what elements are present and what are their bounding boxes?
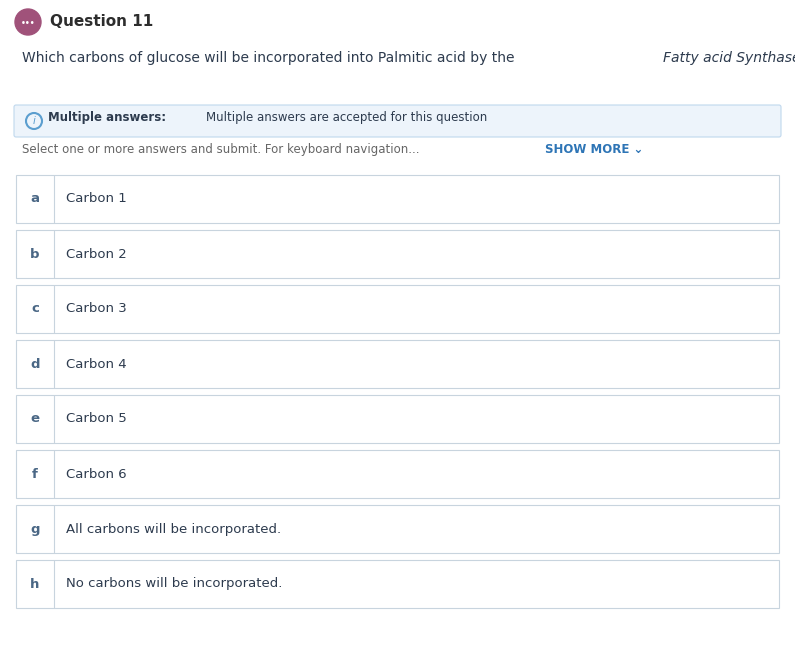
- Text: Question 11: Question 11: [50, 14, 153, 30]
- Text: Carbon 2: Carbon 2: [66, 247, 126, 261]
- Text: •••: •••: [21, 18, 35, 28]
- Text: Carbon 3: Carbon 3: [66, 303, 126, 315]
- Text: All carbons will be incorporated.: All carbons will be incorporated.: [66, 522, 281, 536]
- Text: Carbon 1: Carbon 1: [66, 193, 126, 205]
- Text: Multiple answers:: Multiple answers:: [48, 111, 170, 124]
- Text: h: h: [30, 578, 40, 590]
- FancyBboxPatch shape: [16, 230, 779, 278]
- FancyBboxPatch shape: [16, 505, 779, 553]
- FancyBboxPatch shape: [16, 560, 779, 608]
- FancyBboxPatch shape: [16, 175, 779, 223]
- Text: e: e: [30, 413, 40, 426]
- Text: b: b: [30, 247, 40, 261]
- Text: Select one or more answers and submit. For keyboard navigation...: Select one or more answers and submit. F…: [22, 143, 427, 156]
- FancyBboxPatch shape: [16, 450, 779, 498]
- FancyBboxPatch shape: [16, 395, 779, 443]
- Text: Carbon 6: Carbon 6: [66, 467, 126, 480]
- Text: No carbons will be incorporated.: No carbons will be incorporated.: [66, 578, 282, 590]
- Text: i: i: [33, 116, 36, 126]
- Text: Carbon 5: Carbon 5: [66, 413, 126, 426]
- Text: Carbon 4: Carbon 4: [66, 357, 126, 370]
- FancyBboxPatch shape: [14, 105, 781, 137]
- Text: f: f: [32, 467, 38, 480]
- Text: a: a: [30, 193, 40, 205]
- Text: Multiple answers are accepted for this question: Multiple answers are accepted for this q…: [206, 111, 487, 124]
- FancyBboxPatch shape: [16, 285, 779, 333]
- Text: Fatty acid Synthase: Fatty acid Synthase: [663, 51, 795, 65]
- Text: SHOW MORE ⌄: SHOW MORE ⌄: [545, 143, 643, 156]
- Text: d: d: [30, 357, 40, 370]
- FancyBboxPatch shape: [16, 340, 779, 388]
- Text: c: c: [31, 303, 39, 315]
- Text: g: g: [30, 522, 40, 536]
- Circle shape: [15, 9, 41, 35]
- Text: Which carbons of glucose will be incorporated into Palmitic acid by the: Which carbons of glucose will be incorpo…: [22, 51, 519, 65]
